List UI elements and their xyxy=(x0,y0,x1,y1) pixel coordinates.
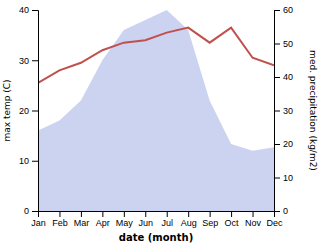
x-axis-title: date (month) xyxy=(119,232,193,243)
tick-mark xyxy=(274,77,280,78)
tick-mark xyxy=(231,211,232,217)
tick-mark xyxy=(102,211,103,217)
tick-label: 10 xyxy=(283,173,293,183)
tick-mark xyxy=(274,111,280,112)
tick: 10 xyxy=(274,173,293,183)
tick: 10 xyxy=(19,156,38,166)
tick: Feb xyxy=(52,211,68,228)
tick-label: 40 xyxy=(19,5,29,15)
tick-label: 0 xyxy=(283,206,288,216)
y-axis-title: max temp (C) xyxy=(2,79,12,141)
tick-mark xyxy=(32,10,38,11)
tick-label: 30 xyxy=(19,56,29,66)
tick: Mar xyxy=(74,211,90,228)
y-axis: 0 10 20 30 40 xyxy=(19,5,39,216)
tick: 20 xyxy=(19,106,38,116)
plot: JanFebMarAprMayJunJulAugSepOctNovDec0102… xyxy=(19,5,293,228)
tick-mark xyxy=(274,211,280,212)
tick-label: Oct xyxy=(225,218,240,228)
tick: Apr xyxy=(96,211,110,228)
tick-label: 0 xyxy=(24,206,29,216)
tick-label: 30 xyxy=(283,106,293,116)
area xyxy=(38,10,274,211)
tick: 30 xyxy=(19,56,38,66)
tick-mark xyxy=(274,178,280,179)
axis-line xyxy=(275,11,281,212)
tick-label: 50 xyxy=(283,39,293,49)
tick: Jan xyxy=(31,211,46,228)
tick: Sep xyxy=(202,211,218,228)
tick-label: Dec xyxy=(266,218,283,228)
tick-label: 40 xyxy=(283,72,293,82)
tick-label: 20 xyxy=(19,106,29,116)
tick: 20 xyxy=(274,139,293,149)
tick-mark xyxy=(32,211,38,212)
tick-label: Jun xyxy=(139,218,154,228)
line xyxy=(38,28,274,83)
tick: 60 xyxy=(274,5,293,15)
tick-label: Feb xyxy=(52,218,68,228)
tick: 40 xyxy=(19,5,38,15)
tick-mark xyxy=(124,211,125,217)
tick-mark xyxy=(274,44,280,45)
tick-label: Mar xyxy=(74,218,90,228)
axis-line xyxy=(39,212,275,218)
tick-mark xyxy=(274,10,280,11)
tick-mark xyxy=(81,211,82,217)
tick: 0 xyxy=(274,206,288,216)
tick-mark xyxy=(253,211,254,217)
tick-label: Sep xyxy=(202,218,218,228)
tick-mark xyxy=(210,211,211,217)
tick-mark xyxy=(167,211,168,217)
tick-mark xyxy=(59,211,60,217)
tick-mark xyxy=(32,60,38,61)
tick-mark xyxy=(188,211,189,217)
tick-label: Jan xyxy=(31,218,46,228)
tick-label: Nov xyxy=(245,218,262,228)
tick: 50 xyxy=(274,39,293,49)
tick-label: Jul xyxy=(161,218,173,228)
tick: 40 xyxy=(274,72,293,82)
tick-mark xyxy=(274,144,280,145)
tick-label: May xyxy=(116,218,134,228)
tick: Aug xyxy=(181,211,197,228)
y2-axis-title: med. precipitation (kg/m2) xyxy=(308,50,318,171)
tick-label: 20 xyxy=(283,139,293,149)
tick-mark xyxy=(32,111,38,112)
tick: Dec xyxy=(266,211,283,228)
tick: 0 xyxy=(24,206,38,216)
tick-label: 60 xyxy=(283,5,293,15)
tick-mark xyxy=(145,211,146,217)
chart: JanFebMarAprMayJunJulAugSepOctNovDec0102… xyxy=(0,0,318,247)
marks xyxy=(38,10,274,211)
axis-line xyxy=(32,11,39,212)
tick: Oct xyxy=(225,211,240,228)
tick: Jun xyxy=(139,211,154,228)
tick-label: 10 xyxy=(19,156,29,166)
tick-label: Aug xyxy=(181,218,197,228)
x-axis: Jan Feb Mar Apr May Jun Jul Aug Sep Oct Nov Dec xyxy=(31,211,283,228)
tick-label: Apr xyxy=(96,218,110,228)
y2-axis: 0 10 20 30 40 50 60 xyxy=(274,5,293,216)
tick: 30 xyxy=(274,106,293,116)
tick: May xyxy=(116,211,134,228)
tick: Nov xyxy=(245,211,262,228)
tick: Jul xyxy=(161,211,173,228)
tick-mark xyxy=(32,161,38,162)
